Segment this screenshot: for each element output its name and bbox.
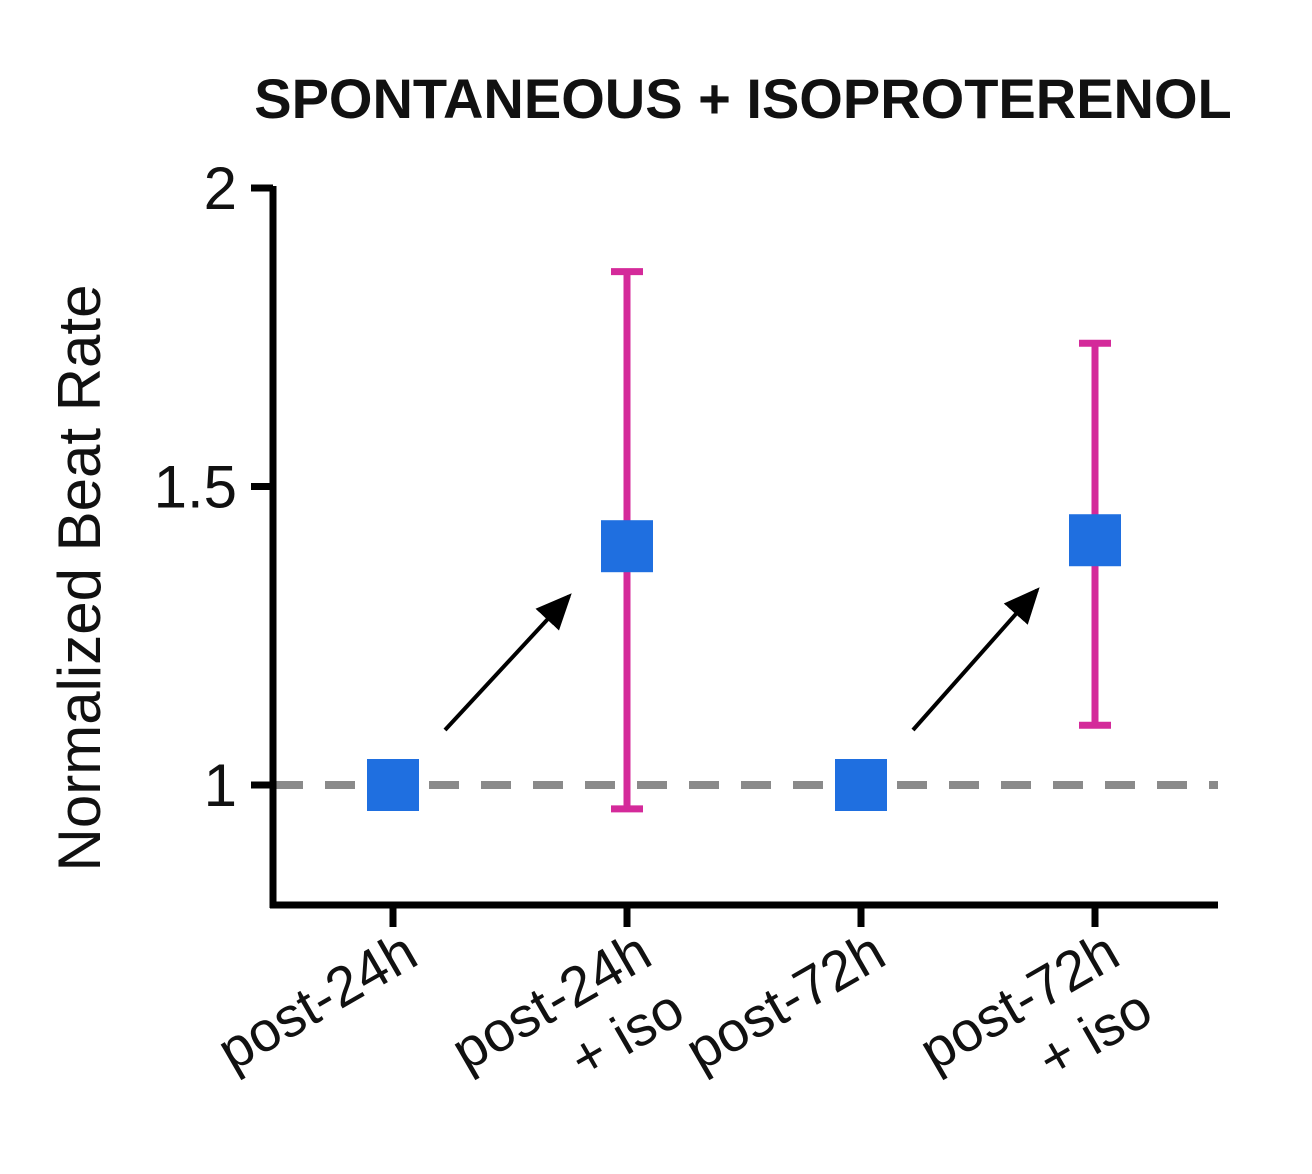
x-tick-label: post-72h bbox=[675, 919, 895, 1083]
arrows-layer bbox=[443, 587, 1040, 732]
error-bars-layer bbox=[611, 268, 1111, 813]
data-point bbox=[1069, 514, 1121, 567]
chart-title: SPONTANEOUS + ISOPROTERENOL bbox=[254, 67, 1232, 130]
y-axis-label: Normalized Beat Rate bbox=[46, 285, 113, 872]
y-tick-label: 1.5 bbox=[154, 454, 237, 521]
x-tick-label-line: post-72h bbox=[675, 919, 895, 1083]
trend-arrow bbox=[443, 593, 572, 732]
x-tick-label: post-72h+ iso bbox=[909, 919, 1162, 1140]
data-point bbox=[835, 759, 887, 811]
y-tick-label: 1 bbox=[204, 752, 237, 819]
trend-arrow bbox=[911, 587, 1040, 732]
x-tick-label: post-24h+ iso bbox=[441, 919, 694, 1140]
points-layer bbox=[367, 514, 1121, 811]
x-tick-label: post-24h bbox=[207, 919, 427, 1083]
y-ticks-layer: 11.52 bbox=[154, 155, 273, 819]
data-point bbox=[601, 520, 653, 573]
data-point bbox=[367, 759, 419, 811]
y-tick-label: 2 bbox=[204, 155, 237, 222]
x-tick-label-line: post-24h bbox=[207, 919, 427, 1083]
